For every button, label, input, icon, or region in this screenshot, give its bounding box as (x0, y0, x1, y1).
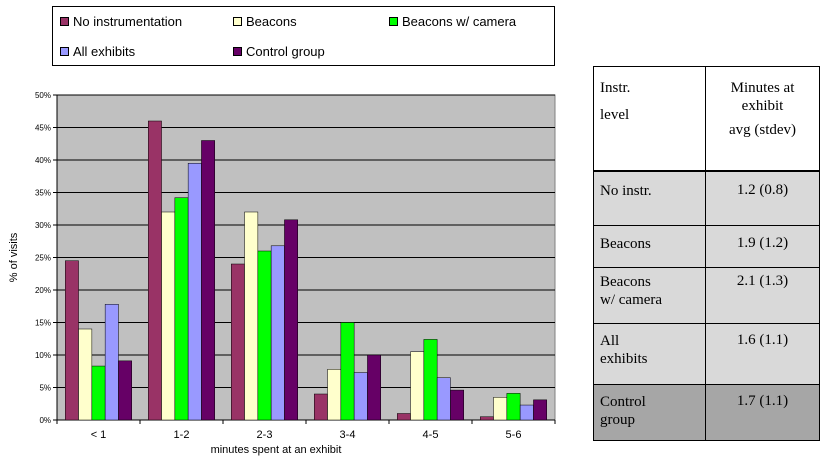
level-text: All (600, 333, 620, 349)
row-level: No instr. (593, 170, 706, 226)
y-tick-label: 20% (35, 286, 51, 295)
level-text: group (600, 412, 635, 428)
bar (367, 354, 382, 421)
y-tick-label: 0% (39, 416, 51, 425)
chart-legend: No instrumentation Beacons Beacons w/ ca… (52, 6, 555, 66)
bar (410, 351, 425, 421)
table-row: Control group 1.7 (1.1) (593, 384, 820, 441)
header-text: Minutes at (730, 80, 795, 96)
row-level: All exhibits (593, 323, 706, 385)
bar (148, 120, 162, 421)
bar (450, 389, 465, 421)
row-value: 2.1 (1.3) (705, 267, 820, 324)
legend-swatch (60, 17, 69, 26)
row-level: Beacons (593, 225, 706, 268)
legend-swatch (389, 17, 398, 26)
legend-label: Control group (246, 44, 325, 59)
bar (506, 393, 521, 421)
bar (161, 211, 176, 421)
y-tick-label: 15% (35, 319, 51, 328)
level-text: No instr. (600, 183, 652, 199)
level-text: exhibits (600, 351, 648, 367)
x-tick-label: 2-3 (257, 429, 273, 441)
header-text: Instr. (600, 80, 631, 96)
bar (91, 365, 106, 421)
bar (493, 397, 508, 421)
bar (118, 360, 132, 421)
header-text: avg (stdev) (728, 122, 797, 138)
bar (480, 416, 494, 421)
row-value: 1.6 (1.1) (705, 323, 820, 385)
y-axis-title: % of visits (8, 232, 20, 282)
bar (257, 250, 272, 421)
bar (187, 163, 202, 421)
bar-chart: 0% 5% 10% 15% 20% 25% 30% 35% 40% 45% 50% < 1 1-2 2-3… (8, 91, 556, 456)
x-tick-label: 4-5 (423, 429, 439, 441)
legend-swatch (233, 17, 242, 26)
row-level: Beacons w/ camera (593, 267, 706, 324)
row-level: Control group (593, 384, 706, 441)
bar (284, 219, 299, 421)
y-tick-label: 30% (35, 221, 51, 230)
x-tick-label: 5-6 (506, 429, 522, 441)
x-tick-label: < 1 (91, 429, 107, 441)
y-tick-label: 10% (35, 351, 51, 360)
x-tick-label: 1-2 (174, 429, 190, 441)
header-minutes: Minutes at exhibit avg (stdev) (705, 66, 820, 172)
header-instr-level: Instr. level (593, 66, 706, 172)
table-row: No instr. 1.2 (0.8) (593, 170, 820, 226)
table-row: Beacons w/ camera 2.1 (1.3) (593, 267, 820, 324)
level-text: Beacons (600, 236, 651, 252)
legend-swatch (233, 47, 242, 56)
legend-item-beacons: Beacons (233, 14, 297, 29)
bar (423, 339, 438, 421)
legend-label: No instrumentation (73, 14, 183, 29)
row-value: 1.7 (1.1) (705, 384, 820, 441)
bar (397, 413, 411, 421)
legend-item-control-group: Control group (233, 44, 325, 59)
level-text: Beacons (600, 274, 651, 290)
bar (314, 393, 328, 421)
level-text: w/ camera (600, 292, 663, 308)
legend-item-all-exhibits: All exhibits (60, 44, 135, 59)
x-tick-label: 3-4 (340, 429, 356, 441)
bar (519, 404, 534, 421)
bar (340, 322, 355, 421)
legend-swatch (60, 47, 69, 56)
table-row: All exhibits 1.6 (1.1) (593, 323, 820, 385)
bar (231, 263, 245, 421)
legend-label: All exhibits (73, 44, 136, 59)
legend-item-beacons-camera: Beacons w/ camera (389, 14, 516, 29)
bar (244, 211, 259, 421)
bar (201, 140, 215, 421)
y-tick-label: 25% (35, 254, 51, 263)
y-tick-label: 5% (39, 384, 51, 393)
header-text: exhibit (741, 98, 784, 114)
table-header-row: Instr. level Minutes at exhibit avg (std… (593, 66, 820, 172)
x-axis-title: minutes spent at an exhibit (211, 444, 342, 456)
bar (436, 377, 451, 421)
legend-label: Beacons w/ camera (402, 14, 517, 29)
bar (327, 369, 342, 421)
bar (65, 260, 79, 421)
table-row: Beacons 1.9 (1.2) (593, 225, 820, 268)
bar (104, 304, 119, 421)
bar (353, 372, 368, 421)
legend-label: Beacons (246, 14, 297, 29)
bar (270, 245, 285, 421)
y-tick-label: 50% (35, 91, 51, 100)
summary-table: Instr. level Minutes at exhibit avg (std… (593, 66, 820, 441)
bar (533, 399, 548, 421)
y-tick-label: 40% (35, 156, 51, 165)
y-tick-label: 45% (35, 124, 51, 133)
bar (78, 328, 93, 421)
level-text: Control (600, 394, 646, 410)
y-tick-label: 35% (35, 189, 51, 198)
row-value: 1.2 (0.8) (705, 170, 820, 226)
header-text: level (600, 107, 630, 123)
legend-item-no-instrumentation: No instrumentation (60, 14, 182, 29)
row-value: 1.9 (1.2) (705, 225, 820, 268)
bar (174, 197, 189, 421)
